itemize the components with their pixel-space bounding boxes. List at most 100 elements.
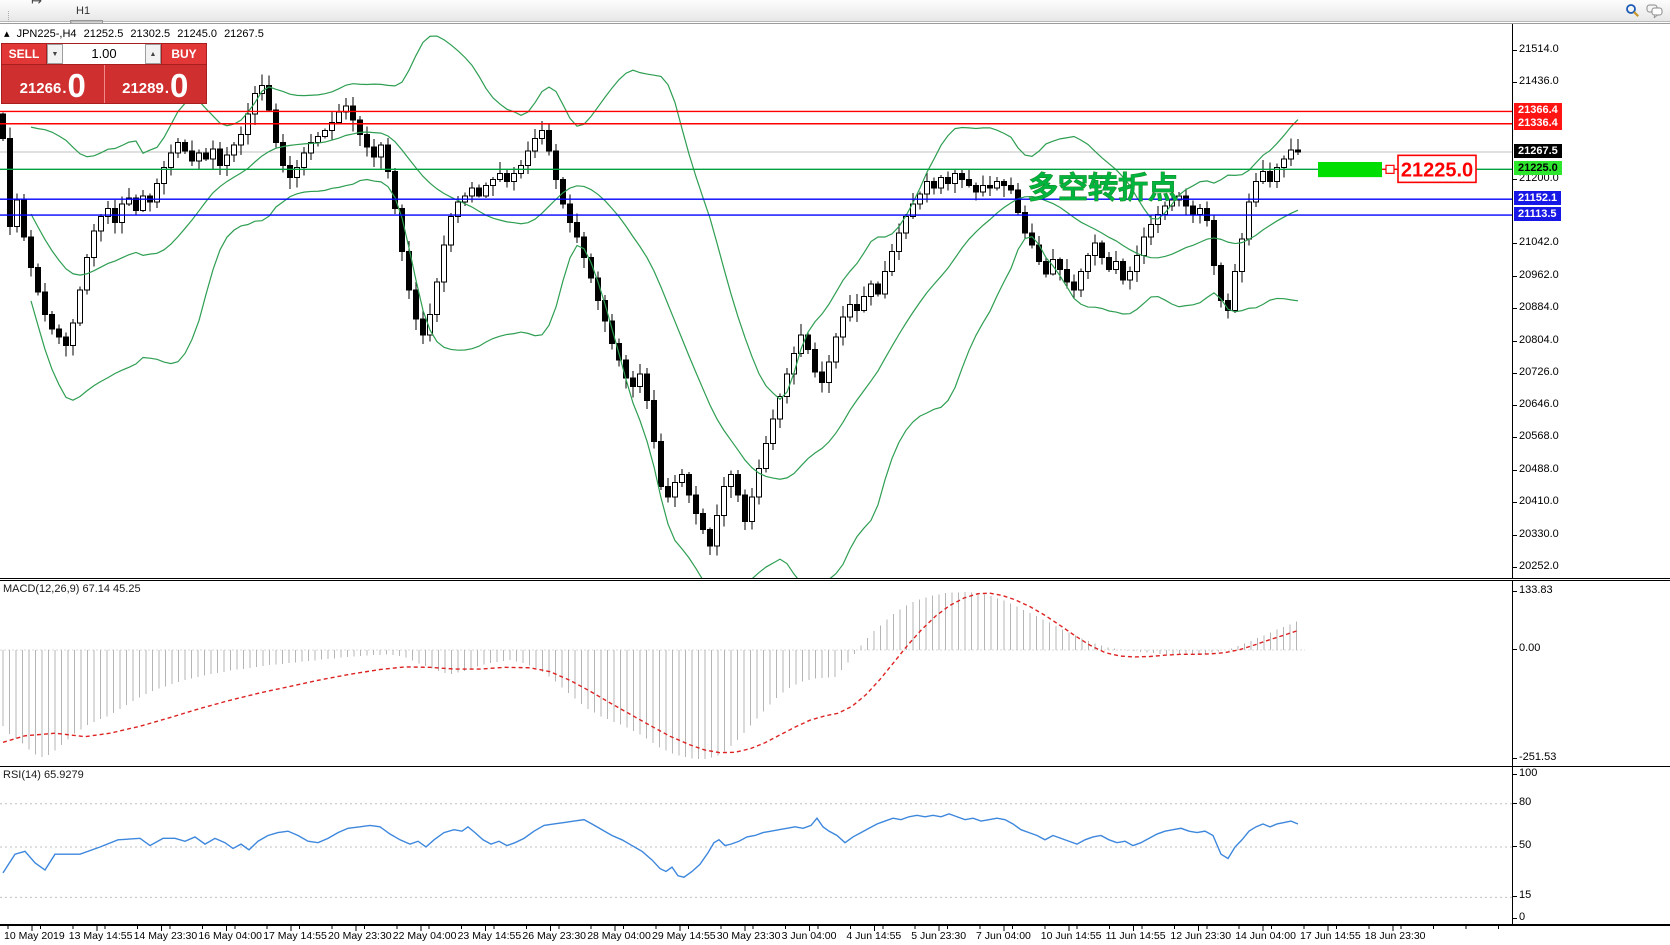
chart-shift-button[interactable]: ↦ [5, 0, 68, 11]
candlestick [1239, 233, 1245, 283]
timeframe-h1[interactable]: H1 [76, 4, 91, 17]
candlestick [322, 128, 328, 139]
chart-collapse-icon[interactable]: ▴ [4, 28, 10, 40]
ohlc-open: 21252.5 [83, 28, 124, 40]
rsi-axis-label: 100 [1512, 767, 1538, 779]
candlestick [917, 191, 923, 210]
candlestick [574, 213, 580, 243]
candlestick [973, 182, 979, 201]
candlestick [651, 389, 657, 449]
candlestick [490, 176, 496, 196]
candlestick [70, 318, 76, 356]
candlestick [1169, 191, 1175, 212]
candlestick-chart: 21225.0 多空转折点 [0, 35, 1512, 578]
candlestick [1050, 249, 1056, 276]
price-badge: 21152.1 [1514, 191, 1562, 206]
candlestick [77, 286, 83, 326]
price-tick: 21436.0 [1513, 74, 1559, 87]
price-axis[interactable]: 21514.0 21436.0 21200.0 21042.0 20962.0 20884… [1512, 24, 1670, 578]
candlestick [294, 160, 300, 188]
candlestick [721, 476, 727, 527]
candlestick [952, 170, 958, 193]
candlestick [686, 471, 692, 504]
sell-button[interactable]: SELL [1, 43, 47, 65]
volume-input[interactable]: 1.00 [63, 44, 145, 64]
candlestick [189, 140, 195, 166]
volume-decrease-button[interactable]: ▼ [47, 44, 63, 64]
pivot-zone-rect[interactable] [1318, 161, 1382, 178]
candlestick [301, 147, 307, 176]
price-label-anchor[interactable] [1385, 164, 1395, 174]
candlestick [385, 138, 391, 179]
candlestick [371, 139, 377, 167]
candlestick [42, 283, 48, 322]
candlestick [266, 75, 272, 112]
time-label: 30 May 23:30 [716, 930, 781, 942]
symbol-period: JPN225-,H4 [16, 28, 77, 40]
price-tick: 20568.0 [1513, 430, 1559, 443]
candlestick [406, 241, 412, 300]
sell-price[interactable]: 21266. 0 [2, 65, 105, 103]
time-label: 28 May 04:00 [587, 930, 651, 942]
candlestick [1043, 257, 1049, 278]
time-label: 5 Jun 23:30 [911, 930, 967, 942]
price-badge: 21336.4 [1514, 115, 1562, 130]
bollinger-upper-band [30, 35, 1299, 401]
price-tick: 20804.0 [1513, 333, 1559, 346]
ohlc-high: 21302.5 [130, 28, 171, 40]
candlestick [1211, 215, 1217, 276]
rsi-panel: RSI(14) 65.9279 100 80 50 15 0 [0, 767, 1670, 925]
time-axis[interactable]: 10 May 2019 13 May 14:55 14 May 23:30 16 Ma… [0, 925, 1670, 945]
candlestick [546, 123, 552, 156]
candlestick [420, 311, 426, 345]
price-label-box[interactable] [1397, 154, 1477, 184]
macd-axis[interactable]: 133.83 0.00 -251.53 [1512, 581, 1670, 766]
candlestick [602, 294, 608, 333]
candlestick [1085, 252, 1091, 280]
candlestick [147, 193, 153, 212]
candlestick [875, 281, 881, 297]
candlestick [133, 194, 139, 216]
one-click-trading-panel: SELL ▼ 1.00 ▲ BUY 21266. 0 21289. 0 [1, 43, 207, 104]
candlestick [1127, 266, 1133, 290]
volume-increase-button[interactable]: ▲ [145, 44, 161, 64]
candlestick [175, 137, 181, 159]
buy-price-big-digit: 0 [170, 67, 189, 104]
macd-axis-label: -251.53 [1512, 750, 1557, 763]
rsi-label: RSI(14) 65.9279 [3, 769, 84, 781]
time-label: 22 May 04:00 [392, 930, 457, 942]
candlestick [938, 174, 944, 195]
price-tick: 20410.0 [1513, 495, 1559, 508]
rsi-axis-label: 50 [1512, 839, 1532, 851]
rsi-axis[interactable]: 100 80 50 15 0 [1512, 767, 1670, 924]
candlestick [98, 214, 104, 242]
candlestick [1288, 138, 1294, 167]
candlestick [805, 332, 811, 354]
candlestick [1057, 257, 1063, 281]
buy-button[interactable]: BUY [161, 43, 207, 65]
candlestick [742, 489, 748, 531]
candlestick [315, 131, 321, 147]
time-label: 13 May 14:55 [68, 930, 133, 942]
candlestick [763, 436, 769, 473]
annotation-text[interactable]: 多空转折点 [1028, 172, 1179, 206]
candlestick [434, 278, 440, 323]
candlestick [770, 409, 776, 451]
rsi-axis-label: 80 [1512, 795, 1532, 808]
time-label: 17 Jun 14:55 [1300, 930, 1361, 942]
candlestick [700, 508, 706, 534]
time-label: 26 May 23:30 [522, 930, 587, 942]
candlestick [819, 361, 825, 393]
search-icon[interactable] [1625, 3, 1640, 18]
candlestick [497, 162, 503, 182]
chat-icon[interactable] [1646, 3, 1663, 18]
price-tick: 20726.0 [1513, 365, 1559, 378]
candlestick [728, 470, 734, 498]
candlestick [882, 261, 888, 299]
candlestick [35, 263, 41, 296]
candlestick [735, 469, 741, 502]
candlestick [1120, 258, 1126, 285]
buy-price[interactable]: 21289. 0 [105, 65, 207, 103]
time-label: 29 May 14:55 [652, 930, 716, 942]
candlestick [1267, 162, 1273, 188]
